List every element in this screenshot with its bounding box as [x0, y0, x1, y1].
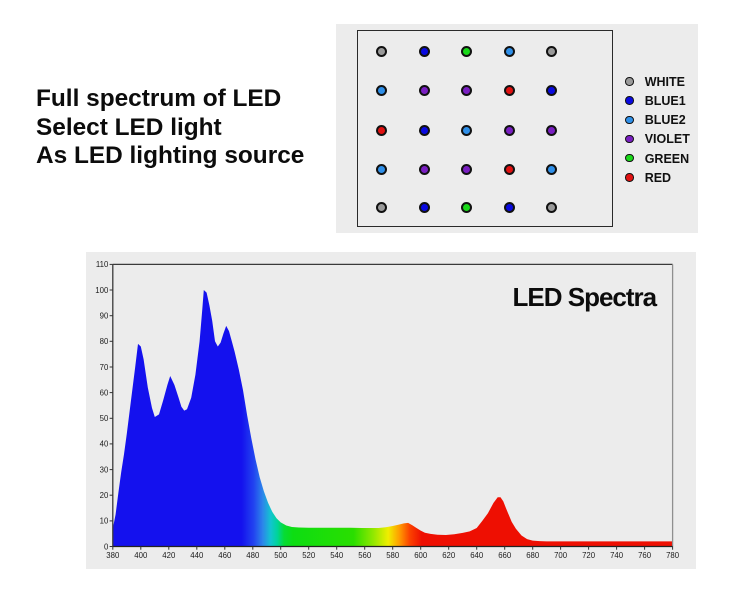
svg-text:40: 40	[100, 440, 109, 449]
svg-text:90: 90	[100, 312, 109, 321]
svg-text:680: 680	[526, 551, 540, 560]
svg-text:380: 380	[106, 551, 120, 560]
svg-text:420: 420	[162, 551, 176, 560]
svg-text:720: 720	[582, 551, 596, 560]
svg-text:0: 0	[104, 542, 109, 551]
svg-text:20: 20	[100, 491, 109, 500]
svg-text:620: 620	[442, 551, 456, 560]
svg-text:80: 80	[100, 337, 109, 346]
svg-text:780: 780	[666, 551, 680, 560]
svg-text:440: 440	[190, 551, 204, 560]
svg-text:560: 560	[358, 551, 372, 560]
svg-text:600: 600	[414, 551, 428, 560]
svg-text:50: 50	[100, 414, 109, 423]
svg-text:500: 500	[274, 551, 288, 560]
svg-text:60: 60	[100, 388, 109, 397]
svg-text:760: 760	[638, 551, 652, 560]
svg-text:400: 400	[134, 551, 148, 560]
svg-text:70: 70	[100, 363, 109, 372]
svg-text:480: 480	[246, 551, 260, 560]
svg-text:580: 580	[386, 551, 400, 560]
svg-text:460: 460	[218, 551, 232, 560]
svg-text:100: 100	[95, 286, 109, 295]
svg-text:740: 740	[610, 551, 624, 560]
svg-text:10: 10	[100, 517, 109, 526]
svg-text:640: 640	[470, 551, 484, 560]
svg-text:520: 520	[302, 551, 316, 560]
svg-text:30: 30	[100, 465, 109, 474]
svg-text:540: 540	[330, 551, 344, 560]
svg-text:110: 110	[96, 260, 109, 269]
svg-text:660: 660	[498, 551, 512, 560]
svg-text:700: 700	[554, 551, 568, 560]
